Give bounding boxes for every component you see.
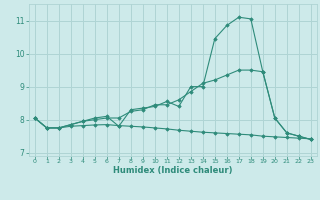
- X-axis label: Humidex (Indice chaleur): Humidex (Indice chaleur): [113, 166, 233, 175]
